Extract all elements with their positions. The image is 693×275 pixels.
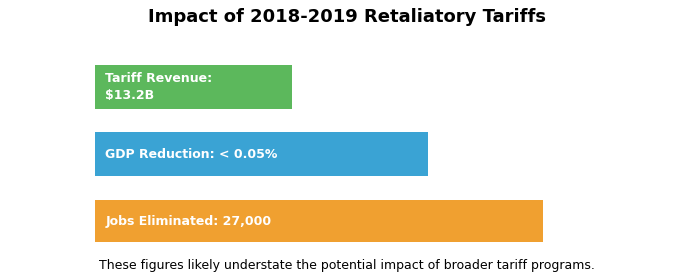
FancyBboxPatch shape <box>95 200 543 244</box>
Title: Impact of 2018-2019 Retaliatory Tariffs: Impact of 2018-2019 Retaliatory Tariffs <box>148 8 545 26</box>
FancyBboxPatch shape <box>95 133 428 176</box>
FancyBboxPatch shape <box>95 65 292 109</box>
Text: GDP Reduction: < 0.05%: GDP Reduction: < 0.05% <box>105 148 278 161</box>
Text: Tariff Revenue:
$13.2B: Tariff Revenue: $13.2B <box>105 72 213 102</box>
Text: Jobs Eliminated: 27,000: Jobs Eliminated: 27,000 <box>105 215 272 228</box>
Text: These figures likely understate the potential impact of broader tariff programs.: These figures likely understate the pote… <box>98 259 595 272</box>
